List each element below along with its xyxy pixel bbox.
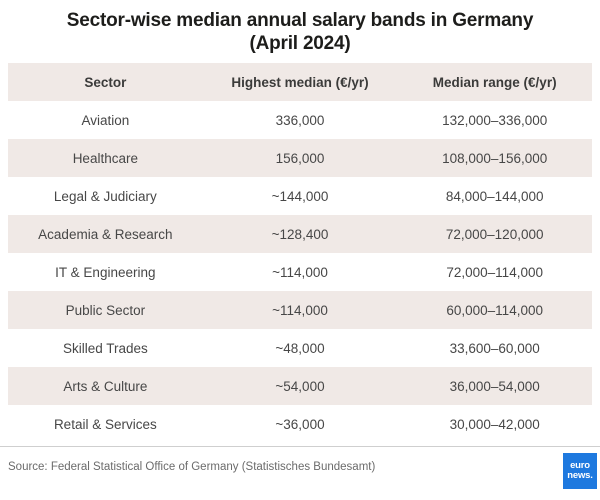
median-range-cell: 132,000–336,000 [442,112,548,128]
chart-title: Sector-wise median annual salary bands i… [0,0,600,55]
sector-cell: Aviation [81,112,130,128]
sector-cell: Academia & Research [38,226,173,242]
median-range-cell: 72,000–120,000 [445,226,544,242]
highest-median-cell: ~128,400 [271,226,329,242]
logo-text-euro: euro [570,460,590,471]
column-header-median-range: Median range (€/yr) [432,74,557,90]
column-header-highest-median: Highest median (€/yr) [231,74,369,90]
footer: Source: Federal Statistical Office of Ge… [0,446,600,500]
sector-cell: Healthcare [72,150,138,166]
highest-median-cell: ~54,000 [275,378,325,394]
sector-cell: Retail & Services [53,416,157,432]
median-range-cell: 108,000–156,000 [442,150,548,166]
table-header-row: Sector Highest median (€/yr) Median rang… [8,63,592,101]
source-text: Source: Federal Statistical Office of Ge… [8,461,376,473]
table-row-legal-judiciary: Legal & Judiciary ~144,000 84,000–144,00… [8,177,592,215]
highest-median-cell: ~114,000 [272,302,328,318]
median-range-cell: 33,600–60,000 [449,340,540,356]
median-range-cell: 84,000–144,000 [445,188,544,204]
table-row-aviation: Aviation 336,000 132,000–336,000 [8,101,592,139]
table-row-academia-research: Academia & Research ~128,400 72,000–120,… [8,215,592,253]
highest-median-cell: ~114,000 [272,264,328,280]
table-row-arts-culture: Arts & Culture ~54,000 36,000–54,000 [8,367,592,405]
highest-median-cell: ~48,000 [275,340,325,356]
sector-cell: Legal & Judiciary [53,188,157,204]
chart-title-line1: Sector-wise median annual salary bands i… [66,10,534,31]
column-header-sector: Sector [84,74,127,90]
median-range-cell: 60,000–114,000 [446,302,543,318]
salary-table: Sector Highest median (€/yr) Median rang… [8,63,592,443]
sector-cell: Skilled Trades [62,340,148,356]
chart-title-line2: (April 2024) [249,33,351,54]
highest-median-cell: ~36,000 [275,416,325,432]
sector-cell: IT & Engineering [55,264,156,280]
median-range-cell: 72,000–114,000 [446,264,543,280]
table-row-skilled-trades: Skilled Trades ~48,000 33,600–60,000 [8,329,592,367]
table-row-public-sector: Public Sector ~114,000 60,000–114,000 [8,291,592,329]
table-row-it-engineering: IT & Engineering ~114,000 72,000–114,000 [8,253,592,291]
highest-median-cell: 156,000 [275,150,325,166]
euronews-logo: euro news. [563,453,597,489]
table-row-healthcare: Healthcare 156,000 108,000–156,000 [8,139,592,177]
sector-cell: Arts & Culture [63,378,148,394]
logo-text-news: news. [567,470,593,481]
median-range-cell: 36,000–54,000 [449,378,540,394]
highest-median-cell: 336,000 [275,112,325,128]
table-row-retail-services: Retail & Services ~36,000 30,000–42,000 [8,405,592,443]
sector-cell: Public Sector [65,302,146,318]
highest-median-cell: ~144,000 [271,188,329,204]
median-range-cell: 30,000–42,000 [449,416,540,432]
